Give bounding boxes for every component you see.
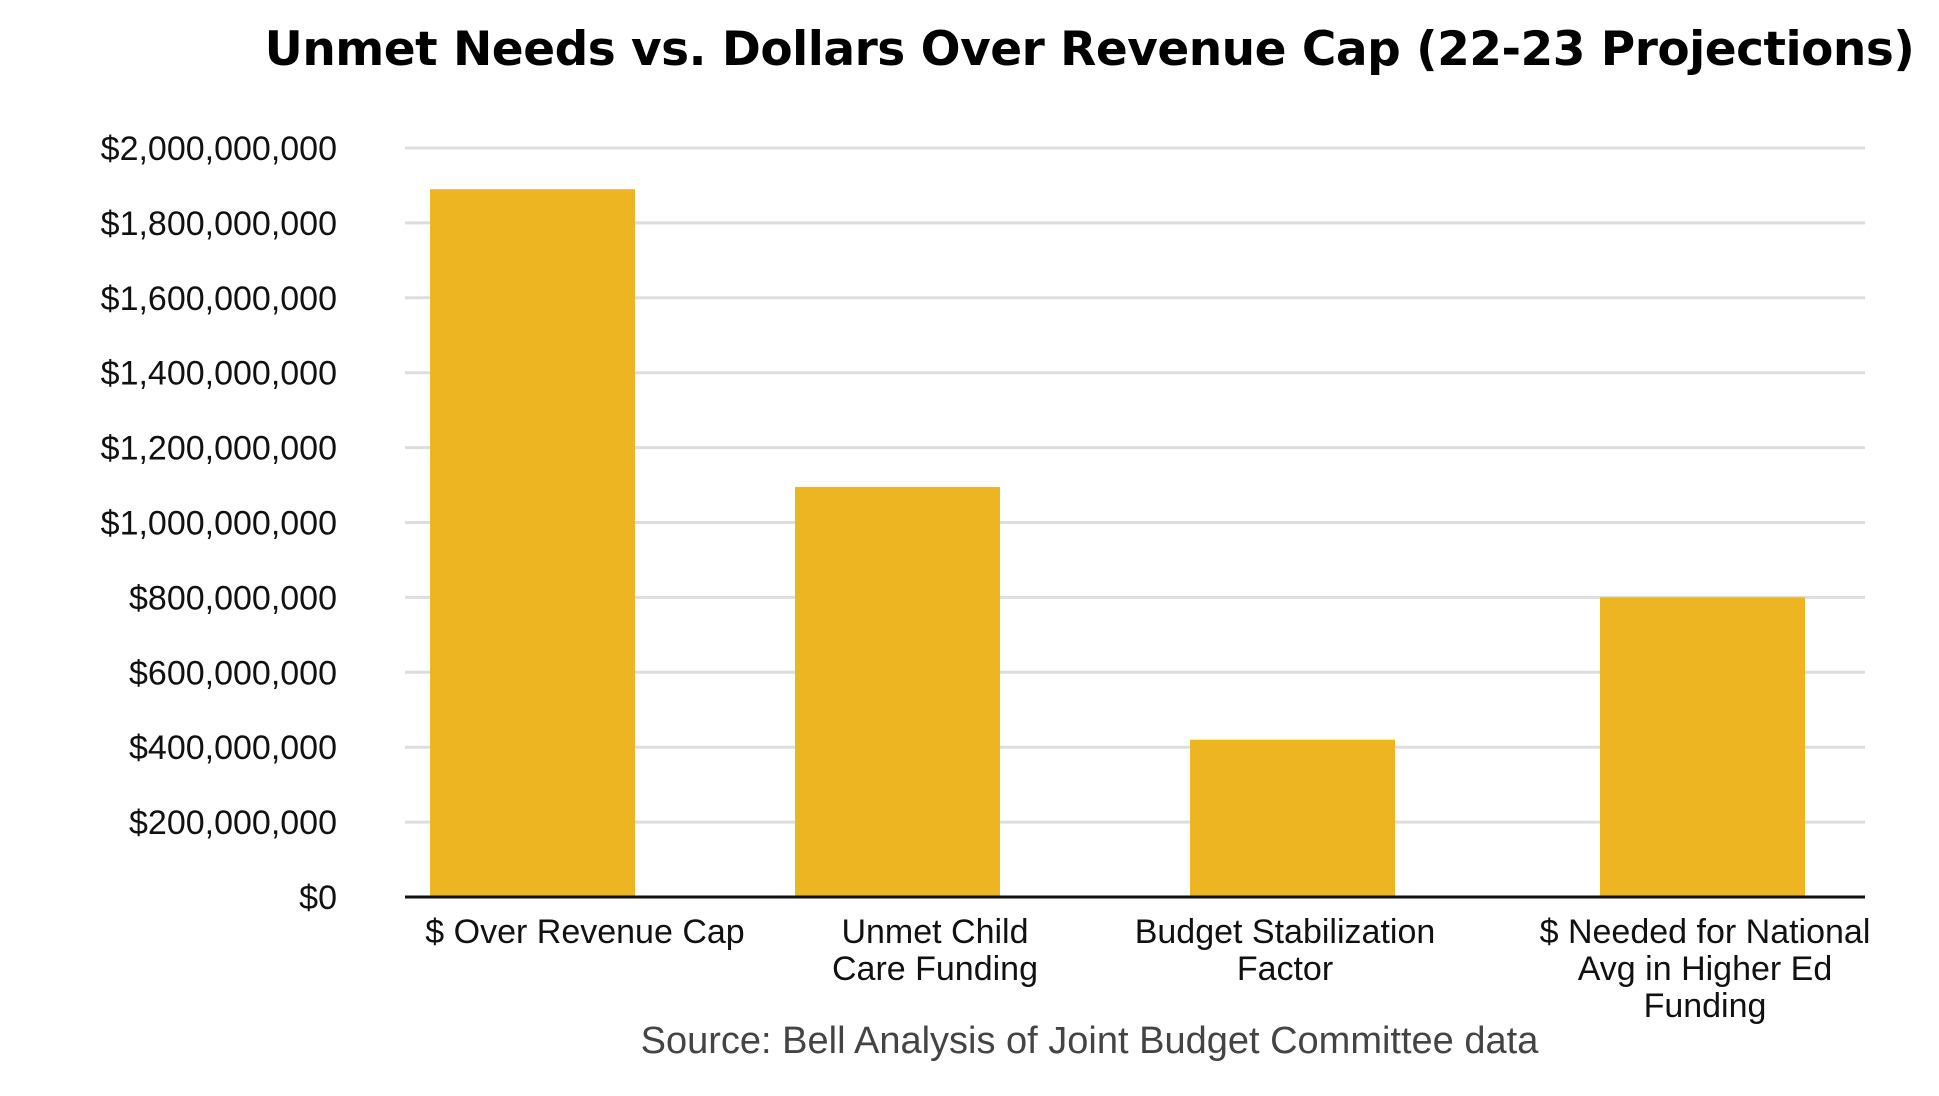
y-tick-label: $800,000,000 [129, 579, 337, 617]
chart-title: Unmet Needs vs. Dollars Over Revenue Cap… [264, 22, 1915, 77]
y-tick-label: $1,200,000,000 [101, 430, 337, 468]
x-category-label-line: $ Over Revenue Cap [425, 913, 744, 951]
x-category-labels: $ Over Revenue Cap Unmet Child Care Fundin… [425, 913, 1870, 1025]
x-category-label: $ Needed for National Avg in Higher Ed Fun… [1540, 913, 1871, 1025]
y-tick-label: $1,800,000,000 [101, 205, 337, 243]
y-tick-label: $1,400,000,000 [101, 355, 337, 393]
y-tick-label: $1,600,000,000 [101, 280, 337, 318]
y-tick-label: $0 [299, 879, 337, 917]
x-category-label: Unmet Child Care Funding [832, 913, 1038, 988]
y-tick-label: $1,000,000,000 [101, 505, 337, 543]
x-category-label-line: Budget Stabilization [1135, 913, 1436, 951]
x-category-label-line: Funding [1644, 987, 1767, 1025]
y-tick-labels: $0 $200,000,000 $400,000,000 $600,000,000 $8… [101, 130, 337, 917]
x-category-label-line: $ Needed for National [1540, 913, 1871, 951]
bar [430, 189, 635, 897]
x-category-label-line: Factor [1237, 950, 1333, 988]
bars [430, 189, 1805, 897]
bar [1600, 597, 1805, 897]
chart-source-note: Source: Bell Analysis of Joint Budget Co… [640, 1020, 1539, 1062]
y-tick-label: $600,000,000 [129, 654, 337, 692]
gridlines [405, 146, 1865, 824]
bar [1190, 739, 1395, 897]
y-tick-label: $200,000,000 [129, 804, 337, 842]
x-category-label: $ Over Revenue Cap [425, 913, 744, 951]
y-tick-label: $2,000,000,000 [101, 130, 337, 168]
bar [795, 486, 1000, 897]
x-category-label-line: Unmet Child [841, 913, 1028, 951]
y-tick-label: $400,000,000 [129, 729, 337, 767]
x-category-label-line: Care Funding [832, 950, 1038, 988]
x-category-label-line: Avg in Higher Ed [1578, 950, 1833, 988]
x-category-label: Budget Stabilization Factor [1135, 913, 1436, 988]
